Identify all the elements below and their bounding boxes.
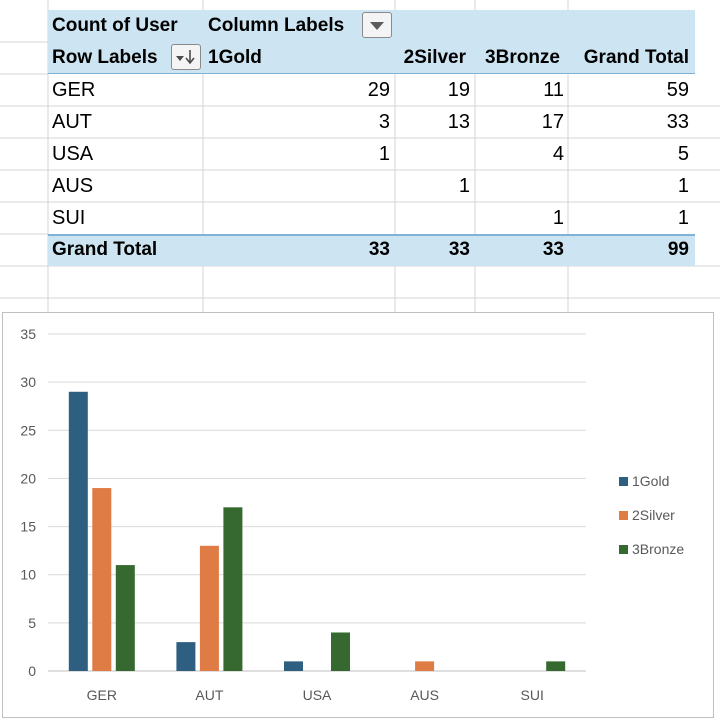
- x-tick-label: AUS: [410, 687, 439, 703]
- y-tick-label: 35: [20, 326, 36, 342]
- cell-aus-silver: 1: [458, 175, 470, 197]
- cell-usa-gold: 1: [378, 143, 390, 165]
- bar-3bronze-aut: [223, 507, 243, 671]
- row-sort-filter-button[interactable]: [171, 44, 201, 70]
- header-divider: [48, 73, 695, 74]
- grand-total-bronze: 33: [542, 239, 564, 260]
- legend-swatch-1gold: [619, 477, 628, 486]
- y-tick-label: 5: [28, 615, 36, 631]
- y-tick-label: 10: [20, 567, 36, 583]
- bar-1gold-ger: [68, 391, 88, 671]
- y-tick-label: 25: [20, 422, 36, 438]
- grand-total-silver: 33: [448, 239, 470, 260]
- x-tick-label: USA: [303, 687, 332, 703]
- legend-swatch-2silver: [619, 511, 628, 520]
- x-tick-label: GER: [87, 687, 117, 703]
- column-header-2silver: 2Silver: [403, 47, 466, 68]
- cell-aut-bronze: 17: [541, 111, 564, 133]
- bar-2silver-aus: [415, 661, 435, 671]
- pivot-title: Count of User: [52, 15, 178, 36]
- bar-3bronze-sui: [546, 661, 566, 671]
- row-label-usa: USA: [52, 143, 94, 165]
- y-tick-label: 30: [20, 374, 36, 390]
- bar-3bronze-ger: [115, 565, 135, 671]
- row-label-ger: GER: [52, 79, 96, 101]
- cell-ger-total: 59: [666, 79, 689, 101]
- cell-usa-bronze: 4: [552, 143, 564, 165]
- bar-2silver-aut: [199, 545, 219, 671]
- bar-3bronze-usa: [331, 632, 350, 671]
- y-tick-label: 0: [28, 663, 36, 679]
- cell-ger-bronze: 11: [543, 79, 564, 101]
- cell-ger-gold: 29: [367, 79, 390, 101]
- y-tick-label: 20: [20, 470, 36, 486]
- legend-label-3bronze: 3Bronze: [632, 541, 684, 557]
- legend-swatch-3bronze: [619, 545, 628, 554]
- pivot-chart[interactable]: 0 5 10 15 20 25 30 35 GER AUT USA AUS SUI 1Gold 2Silve…: [2, 312, 714, 718]
- grand-total-band: [48, 234, 695, 266]
- column-header-3bronze: 3Bronze: [485, 47, 560, 68]
- cell-aut-silver: 13: [447, 111, 470, 133]
- sort-filter-icon: [176, 50, 195, 65]
- x-tick-label: SUI: [521, 687, 544, 703]
- grand-total-total: 99: [667, 239, 689, 260]
- column-header-1gold: 1Gold: [208, 47, 262, 68]
- cell-aus-total: 1: [677, 175, 689, 197]
- cell-aut-total: 33: [666, 111, 689, 133]
- column-labels-header: Column Labels: [208, 15, 345, 36]
- cell-usa-total: 5: [677, 143, 689, 165]
- column-filter-button[interactable]: [362, 12, 392, 38]
- column-header-grand-total: Grand Total: [583, 47, 689, 68]
- pivot-table: Count of User Column Labels Row Labels 1…: [48, 10, 695, 266]
- cell-sui-total: 1: [677, 207, 689, 229]
- bar-chart: 0 5 10 15 20 25 30 35 GER AUT USA AUS SUI 1Gold 2Silve…: [20, 326, 684, 703]
- cell-sui-bronze: 1: [552, 207, 564, 229]
- y-tick-label: 15: [20, 519, 36, 535]
- bar-1gold-usa: [284, 661, 303, 671]
- grand-total-label: Grand Total: [52, 239, 158, 260]
- bar-1gold-aut: [176, 642, 196, 671]
- legend-label-2silver: 2Silver: [632, 507, 675, 523]
- row-label-sui: SUI: [52, 207, 86, 229]
- legend-label-1gold: 1Gold: [632, 473, 669, 489]
- row-label-aus: AUS: [52, 175, 94, 197]
- row-label-aut: AUT: [52, 111, 92, 133]
- cell-ger-silver: 19: [447, 79, 470, 101]
- cell-aut-gold: 3: [378, 111, 390, 133]
- row-labels-header: Row Labels: [52, 47, 158, 68]
- x-tick-label: AUT: [195, 687, 223, 703]
- grand-total-gold: 33: [368, 239, 390, 260]
- bar-2silver-ger: [92, 488, 112, 671]
- dropdown-arrow-icon: [370, 22, 384, 30]
